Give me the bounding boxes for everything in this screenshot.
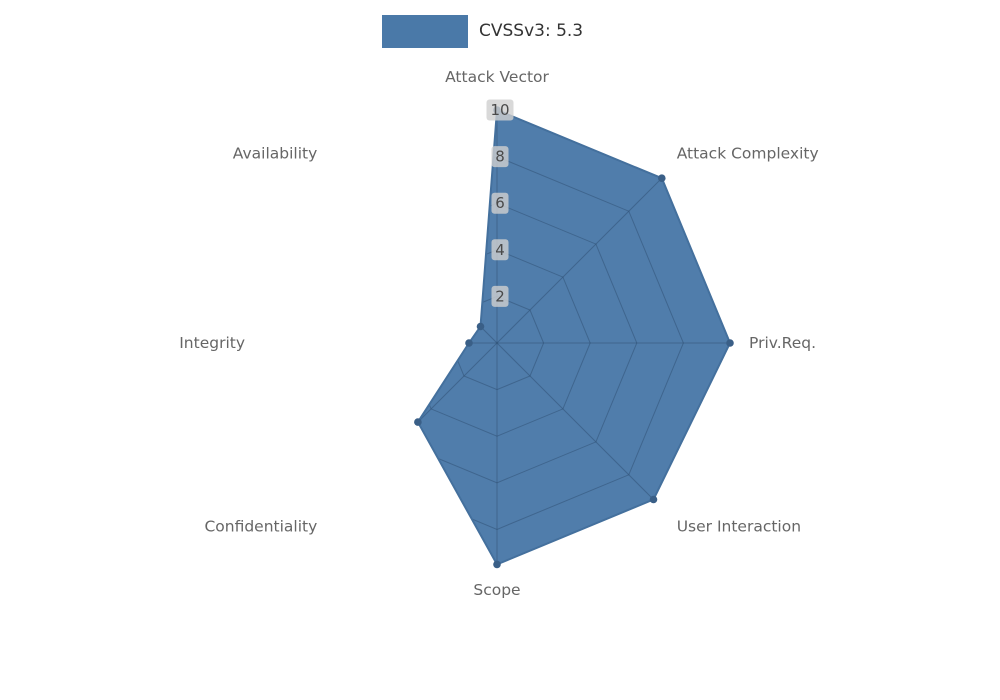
radial-tick-box <box>491 192 509 214</box>
data-point <box>658 174 666 182</box>
data-point <box>649 495 658 504</box>
legend-label: CVSSv3: 5.3 <box>479 21 584 41</box>
legend-swatch <box>382 14 468 48</box>
grid-spoke <box>496 342 663 509</box>
axis-label: Scope <box>473 581 520 599</box>
axis-label: User Interaction <box>677 518 801 536</box>
legend: CVSSv3: 5.3 <box>382 14 583 48</box>
radial-tick-label: 6 <box>495 194 505 212</box>
data-point <box>726 339 734 347</box>
axis-label: Integrity <box>179 334 245 352</box>
radial-tick-label: 4 <box>495 241 505 259</box>
data-polygon <box>417 110 730 565</box>
radial-tick-box <box>491 285 509 307</box>
radial-tick-label: 10 <box>490 101 509 119</box>
data-point <box>414 418 422 426</box>
grid-spoke <box>496 177 663 344</box>
radial-tick-box <box>491 239 509 261</box>
axis-label: Confidentiality <box>204 518 317 536</box>
radial-tick-box <box>486 99 514 121</box>
data-point <box>465 339 473 347</box>
grid-spoke <box>417 342 498 509</box>
data-point <box>493 560 501 569</box>
axis-label: Priv.Req. <box>749 334 816 352</box>
radial-tick-label: 2 <box>495 287 505 305</box>
radial-tick-box <box>491 146 509 168</box>
axis-label: Attack Vector <box>445 68 549 86</box>
radial-tick-label: 8 <box>495 148 505 166</box>
axis-label: Attack Complexity <box>677 144 819 162</box>
grid-ring <box>417 156 684 530</box>
grid-spoke <box>417 177 498 344</box>
axis-label: Availability <box>233 144 318 162</box>
data-point <box>476 322 485 331</box>
grid-ring <box>417 202 638 484</box>
